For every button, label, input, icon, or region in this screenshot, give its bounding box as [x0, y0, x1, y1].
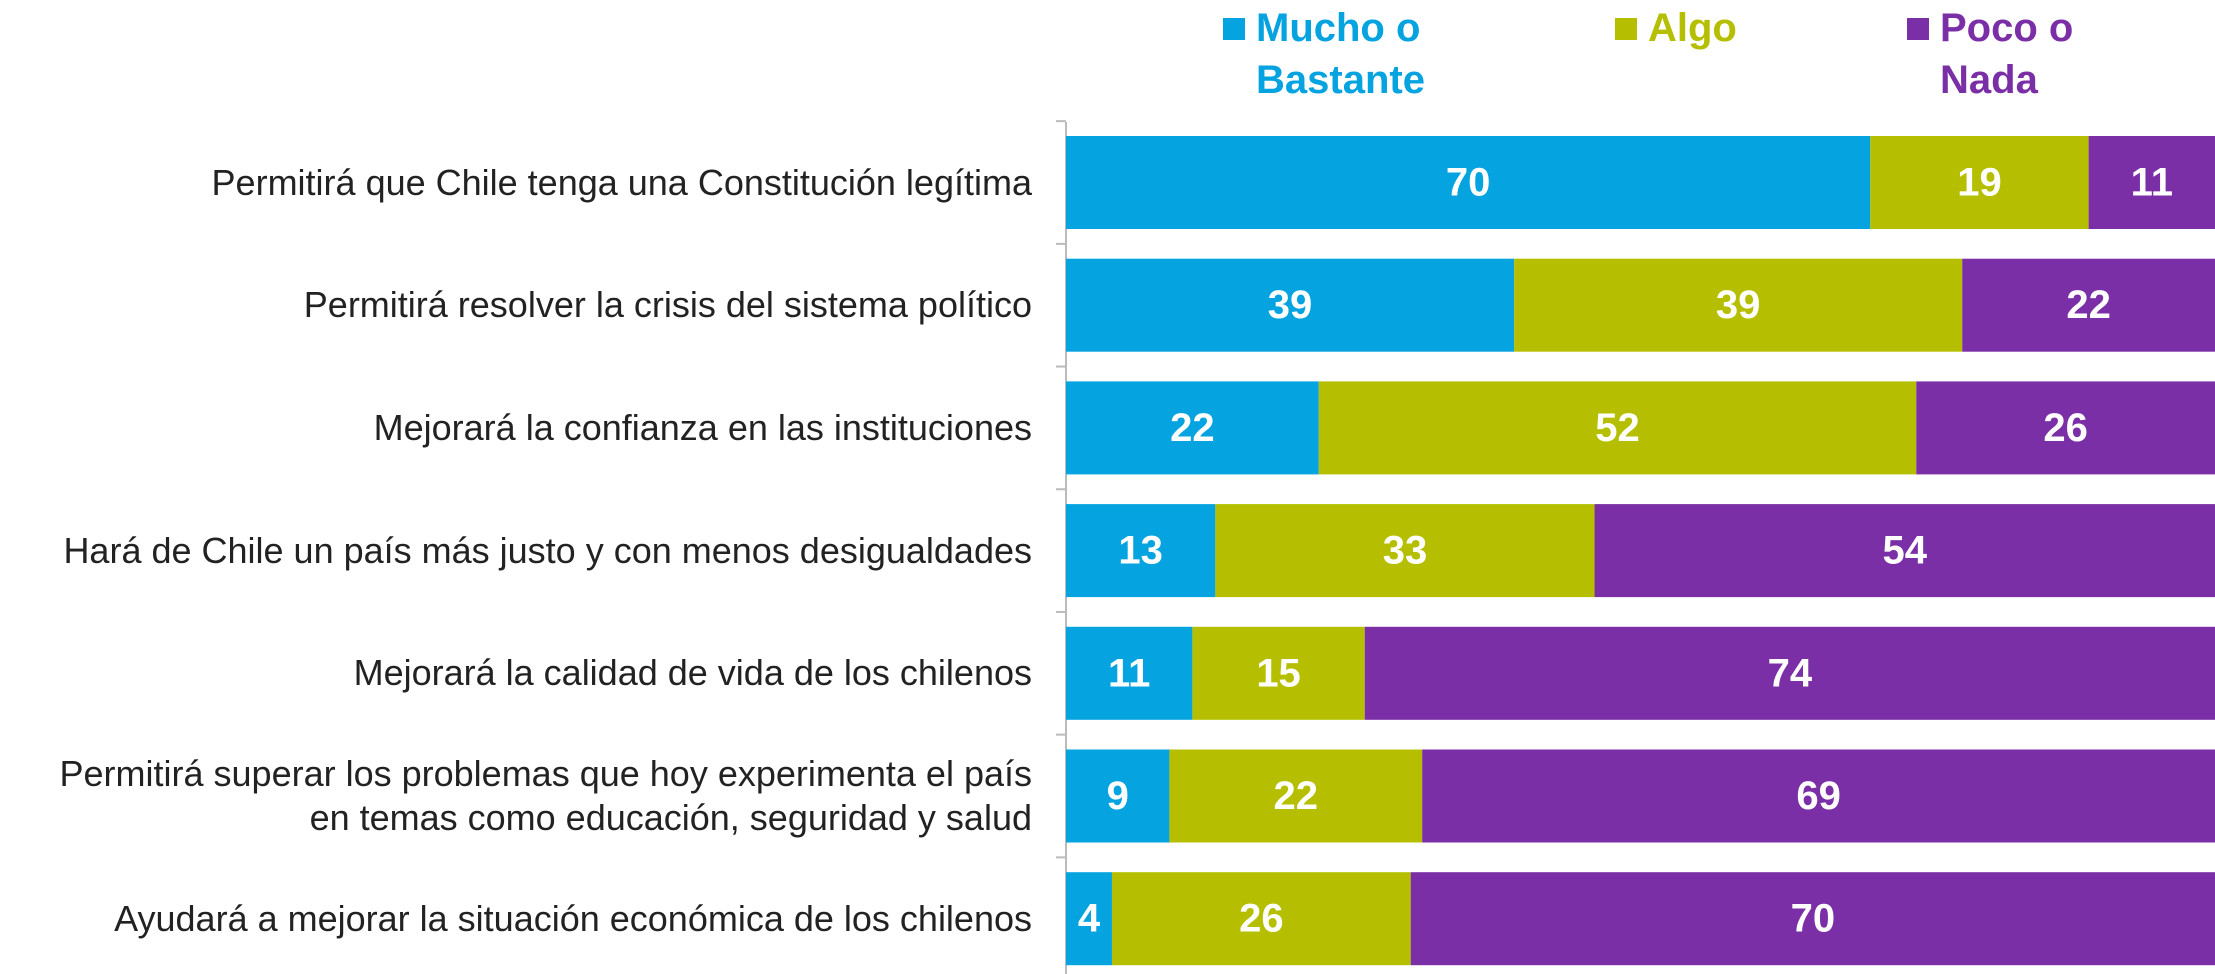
- bar-segment: [1066, 136, 1871, 229]
- bar-segment: [1364, 626, 2215, 720]
- value-label: 22: [1170, 406, 1215, 450]
- value-label: 39: [1268, 283, 1313, 327]
- bar-segment: [1066, 504, 1216, 598]
- category-label: Permitirá que Chile tenga una Constituci…: [211, 161, 1032, 203]
- value-label: 9: [1107, 774, 1129, 818]
- legend-swatch: [1223, 18, 1245, 40]
- value-label: 13: [1118, 529, 1163, 573]
- bar-segment: [1169, 749, 1423, 843]
- bar-segment: [1066, 258, 1515, 352]
- bar-segment: [1870, 136, 2089, 229]
- legend-label: Poco o Nada: [1940, 6, 2074, 102]
- value-label: 39: [1716, 283, 1761, 327]
- bar-segment: [1318, 381, 1917, 475]
- legend-label: Mucho o Bastante: [1256, 6, 1425, 102]
- value-label: 19: [1957, 161, 2002, 205]
- value-label: 22: [1274, 774, 1319, 818]
- category-label: Mejorará la confianza en las institucion…: [373, 406, 1032, 448]
- category-label: Hará de Chile un país más justo y con me…: [63, 529, 1032, 571]
- value-label: 4: [1078, 897, 1101, 941]
- value-label: 22: [2066, 283, 2111, 327]
- bar-segment: [1066, 381, 1319, 475]
- value-label: 33: [1383, 529, 1428, 573]
- bar-segment: [1962, 258, 2215, 352]
- value-label: 70: [1446, 161, 1491, 205]
- legend-swatch: [1615, 18, 1637, 40]
- legend-label: Algo: [1648, 6, 1737, 50]
- bar-segment: [1410, 872, 2215, 966]
- bar-segment: [1066, 749, 1170, 843]
- value-label: 11: [2131, 161, 2173, 205]
- bar-segment: [1514, 258, 1963, 352]
- value-label: 52: [1595, 406, 1640, 450]
- bar-segment: [1192, 626, 1365, 720]
- value-label: 74: [1768, 651, 1813, 695]
- bar-segment: [1111, 872, 1411, 966]
- category-label: Permitirá superar los problemas que hoy …: [59, 753, 1032, 838]
- value-label: 26: [2043, 406, 2088, 450]
- bar-segment: [1422, 749, 2215, 843]
- value-label: 54: [1883, 529, 1928, 573]
- category-label: Permitirá resolver la crisis del sistema…: [303, 284, 1032, 326]
- value-label: 15: [1256, 651, 1301, 695]
- bar-segment: [1916, 381, 2215, 475]
- bar-segment: [1066, 872, 1112, 966]
- bar-segment: [1594, 504, 2215, 598]
- legend-swatch: [1907, 18, 1929, 40]
- value-label: 11: [1108, 651, 1150, 695]
- value-label: 69: [1796, 774, 1841, 818]
- bar-segment: [1066, 626, 1193, 720]
- bar-segment: [1215, 504, 1595, 598]
- value-label: 70: [1791, 897, 1836, 941]
- category-label: Mejorará la calidad de vida de los chile…: [353, 652, 1032, 694]
- category-label: Ayudará a mejorar la situación económica…: [114, 897, 1032, 939]
- value-label: 26: [1239, 897, 1284, 941]
- bar-segment: [2088, 136, 2215, 229]
